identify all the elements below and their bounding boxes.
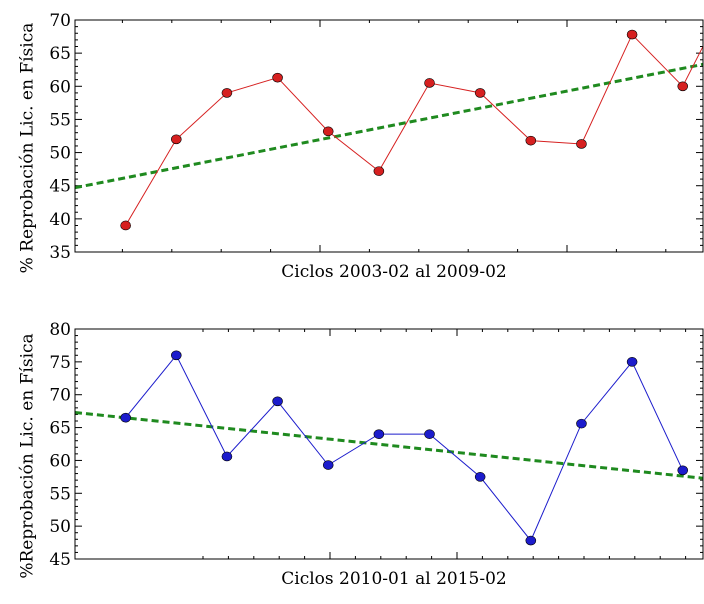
trend-layer-1 [75, 62, 703, 190]
y-axis-label-2: %Reprobación Lic. en Física [18, 333, 38, 578]
plot-frame-2 [74, 328, 704, 560]
y-tick-label: 75 [49, 353, 71, 373]
axis-ticks-1 [75, 19, 703, 253]
trend-layer-2 [75, 411, 703, 480]
data-point [120, 220, 131, 231]
data-point [576, 418, 587, 429]
y-axis-label-1: % Reprobación Lic. en Física [18, 23, 38, 274]
series-line [125, 33, 703, 226]
y-tick-label: 55 [49, 484, 71, 504]
data-point [424, 429, 435, 439]
data-point [474, 472, 486, 482]
x-axis-label-2: Ciclos 2010-01 al 2015-02 [281, 569, 506, 589]
data-point [170, 350, 182, 361]
y-tick-label: 45 [49, 550, 71, 570]
data-point [525, 135, 537, 146]
y-tick-label: 60 [49, 77, 71, 97]
data-point [272, 72, 283, 83]
data-layer-1 [120, 29, 703, 231]
y-tick-labels-1: 35 40 45 50 55 60 65 70 [49, 11, 71, 263]
y-tick-label: 50 [49, 517, 71, 537]
data-point [322, 126, 334, 137]
data-point [626, 29, 638, 40]
chart-panel-2: 45 50 55 60 65 70 75 80 Ciclos 2010-01 al 2015-… [18, 320, 704, 589]
data-point [373, 429, 385, 439]
y-tick-label: 60 [49, 451, 71, 471]
data-point [373, 166, 385, 176]
data-point [525, 535, 537, 546]
data-point [626, 357, 638, 367]
y-tick-label: 70 [49, 386, 71, 406]
data-point [576, 139, 587, 149]
data-point [677, 465, 689, 476]
trend-line [75, 62, 703, 190]
data-point [322, 460, 334, 470]
y-tick-label: 40 [49, 210, 71, 230]
series-line [125, 354, 684, 542]
plot-frame-1 [74, 19, 704, 253]
y-tick-label: 55 [49, 110, 71, 130]
chart-panel-1: 35 40 45 50 55 60 65 70 Ciclos 2003-02 al 2009-… [18, 11, 704, 282]
data-point [120, 412, 131, 423]
data-layer-2 [120, 350, 689, 546]
data-point [272, 396, 283, 407]
data-point [170, 134, 182, 145]
y-tick-label: 80 [49, 320, 71, 340]
y-tick-label: 35 [49, 243, 71, 263]
data-point [221, 451, 233, 462]
y-tick-label: 50 [49, 144, 71, 164]
x-axis-label-1: Ciclos 2003-02 al 2009-02 [281, 262, 506, 282]
data-point [221, 88, 233, 98]
y-tick-labels-2: 45 50 55 60 65 70 75 80 [49, 320, 71, 570]
data-point [424, 78, 435, 88]
y-tick-label: 70 [49, 11, 71, 31]
data-point [474, 88, 486, 98]
y-tick-label: 45 [49, 177, 71, 197]
trend-line [75, 411, 703, 480]
data-point [677, 81, 689, 92]
y-tick-label: 65 [49, 419, 71, 439]
y-tick-label: 65 [49, 44, 71, 64]
